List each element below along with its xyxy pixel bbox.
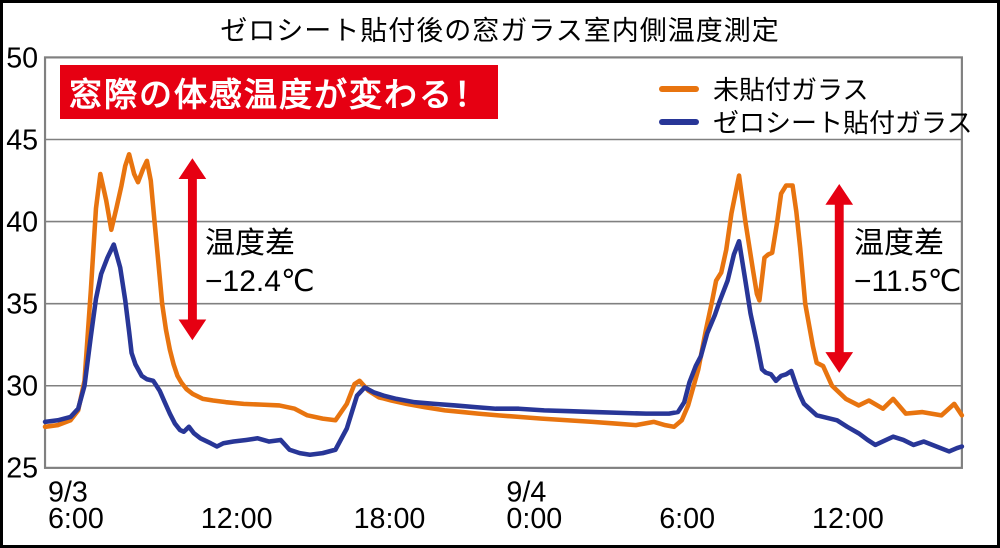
x-tick-time-12:00: 12:00 — [812, 503, 884, 535]
x-tick-time-0:00: 0:00 — [506, 503, 562, 535]
legend-item-treated: ゼロシート貼付ガラス — [659, 105, 972, 138]
x-tick-time-12:00: 12:00 — [201, 503, 273, 535]
y-tick-label-40: 40 — [6, 206, 38, 238]
temp-diff-arrow-right — [825, 183, 854, 373]
x-tick-date-9/4: 9/4 — [506, 476, 546, 508]
temp-diff-arrow-left — [178, 158, 207, 341]
y-tick-label-50: 50 — [6, 42, 38, 74]
temp-diff-label-right: 温度差 — [854, 227, 944, 260]
legend-swatch-untreated — [659, 85, 699, 92]
plot-frame — [43, 56, 963, 469]
temp-diff-value-right: −11.5℃ — [854, 265, 962, 298]
series-line-untreated — [42, 151, 965, 430]
legend-label-untreated: 未貼付ガラス — [713, 75, 869, 105]
series-line-treated — [42, 238, 965, 457]
temp-diff-annotation-right: 温度差 −11.5℃ — [854, 225, 961, 301]
highlight-banner: 窓際の体感温度が変わる！ — [60, 65, 498, 119]
y-tick-label-45: 45 — [6, 124, 38, 156]
banner-text: 窓際の体感温度が変わる！ — [69, 76, 489, 113]
legend-swatch-treated — [659, 118, 699, 125]
legend: 未貼付ガラス ゼロシート貼付ガラス — [659, 72, 972, 138]
legend-item-untreated: 未貼付ガラス — [659, 72, 972, 105]
y-tick-label-35: 35 — [6, 289, 38, 321]
x-tick-date-9/3: 9/3 — [48, 476, 88, 508]
x-tick-time-6:00: 6:00 — [48, 503, 104, 535]
x-tick-time-18:00: 18:00 — [354, 503, 426, 535]
chart-title: ゼロシート貼付後の窓ガラス室内側温度測定 — [220, 16, 780, 46]
temp-diff-label-left: 温度差 — [205, 227, 295, 260]
temp-diff-annotation-left: 温度差 −12.4℃ — [205, 225, 315, 301]
temp-diff-value-left: −12.4℃ — [205, 265, 315, 298]
x-tick-time-6:00: 6:00 — [659, 503, 715, 535]
y-tick-label-25: 25 — [6, 453, 38, 485]
legend-label-treated: ゼロシート貼付ガラス — [713, 108, 973, 138]
y-tick-label-30: 30 — [6, 371, 38, 403]
